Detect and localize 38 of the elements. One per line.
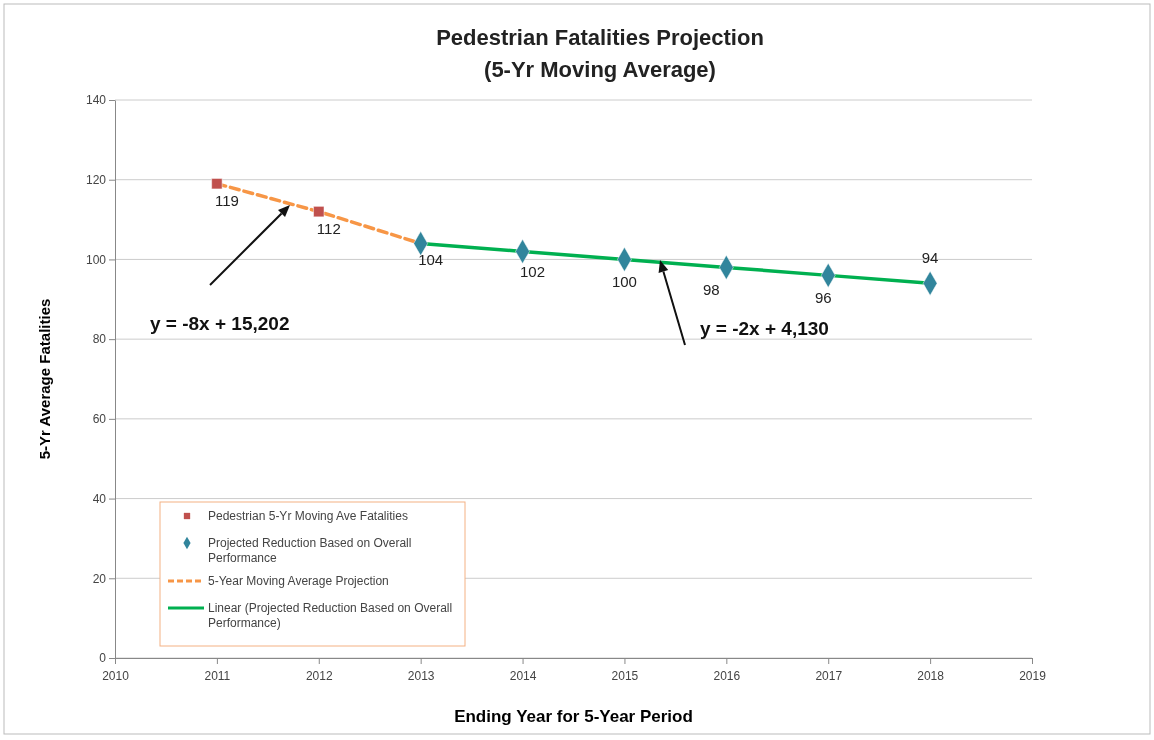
chart-subtitle: (5-Yr Moving Average) — [484, 57, 716, 82]
y-tick-label: 140 — [85, 93, 107, 108]
y-tick-label: 80 — [92, 332, 107, 347]
x-tick-label: 2011 — [204, 669, 231, 684]
point — [313, 206, 325, 218]
data-label: 100 — [611, 273, 637, 291]
x-tick-label: 2016 — [713, 669, 741, 684]
x-tick-label: 2014 — [509, 669, 537, 684]
annotation: y = -2x + 4,130 — [700, 318, 829, 339]
x-tick-label: 2015 — [611, 669, 639, 684]
data-label: 96 — [814, 289, 832, 307]
x-tick-label: 2013 — [407, 669, 435, 684]
x-tick-label: 2019 — [1019, 669, 1047, 684]
data-label: 102 — [520, 263, 546, 281]
y-tick-label: 40 — [92, 491, 107, 506]
legend-label: Pedestrian 5-Yr Moving Ave Fatalities — [208, 509, 408, 523]
y-tick-label: 60 — [92, 412, 107, 427]
y-tick-label: 0 — [99, 651, 107, 666]
x-tick-label: 2010 — [102, 669, 130, 684]
annotation: y = -8x + 15,202 — [150, 313, 290, 334]
data-label: 94 — [921, 249, 939, 267]
x-tick-label: 2017 — [815, 669, 843, 684]
legend-label: Projected Reduction Based on Overall Performance — [208, 536, 412, 565]
y-tick-label: 20 — [92, 571, 107, 586]
x-tick-label: 2012 — [305, 669, 333, 684]
data-label: 119 — [214, 191, 239, 209]
y-axis-title: 5-Yr Average Fatalities — [36, 298, 53, 460]
data-label: 104 — [418, 251, 444, 269]
chart-title: Pedestrian Fatalities Projection — [436, 25, 764, 50]
y-tick-label: 120 — [85, 173, 107, 188]
point — [211, 178, 223, 190]
data-label: 112 — [316, 219, 341, 237]
x-tick-label: 2018 — [917, 669, 945, 684]
legend-label: 5-Year Moving Average Projection — [208, 574, 389, 588]
legend-label: Linear (Projected Reduction Based on Overall Performance) — [208, 601, 453, 630]
data-label: 98 — [702, 281, 720, 299]
x-axis-title: Ending Year for 5-Year Period — [454, 707, 693, 726]
y-tick-label: 100 — [85, 252, 107, 267]
